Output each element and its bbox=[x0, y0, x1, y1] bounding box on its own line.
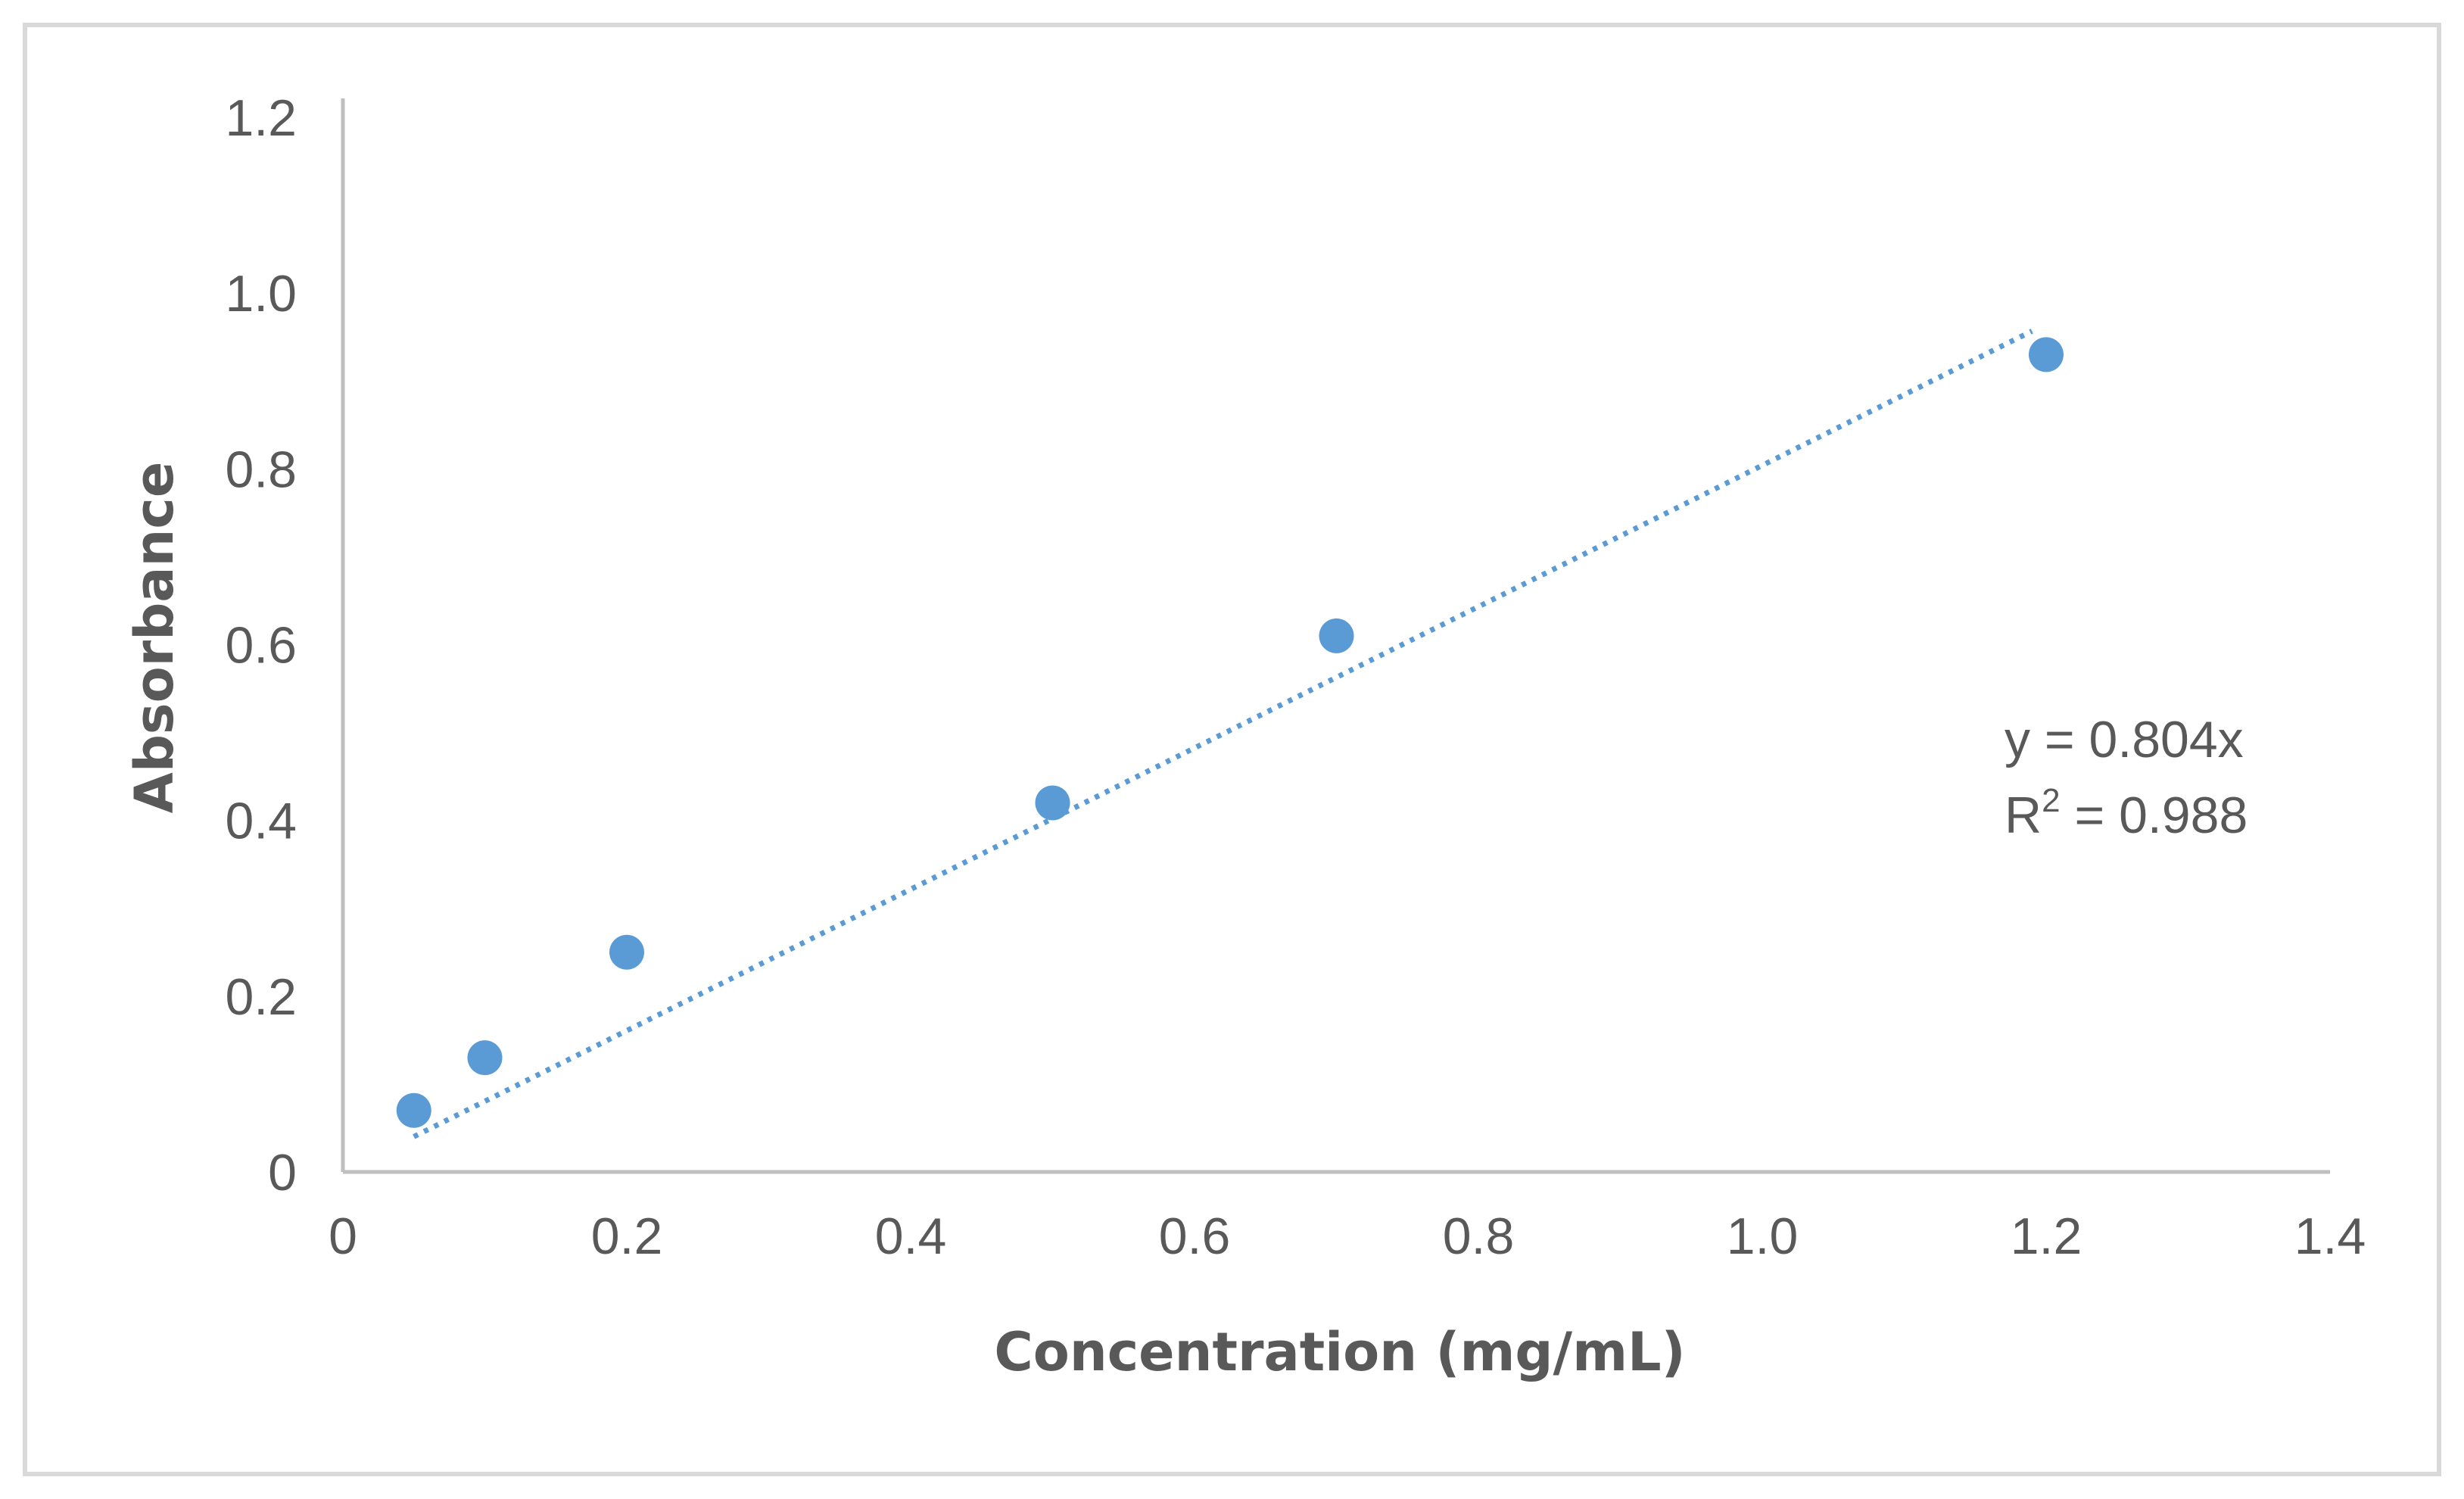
data-point bbox=[396, 1092, 431, 1128]
x-tick-label: 0.2 bbox=[591, 1208, 663, 1265]
trendline-r-squared: R2 = 0.988 bbox=[2005, 782, 2248, 844]
trendline bbox=[413, 329, 2033, 1139]
r2-value: = 0.988 bbox=[2061, 787, 2248, 844]
x-tick-label: 0.4 bbox=[875, 1208, 947, 1265]
chart-frame bbox=[23, 23, 2441, 1476]
x-tick-label: 1.2 bbox=[2011, 1208, 2082, 1265]
x-tick-label: 0.6 bbox=[1159, 1208, 1231, 1265]
y-tick-label: 0.4 bbox=[225, 793, 297, 850]
y-tick-label: 0.6 bbox=[225, 617, 297, 675]
y-tick-label: 1.0 bbox=[225, 265, 297, 323]
r2-superscript: 2 bbox=[2042, 782, 2060, 819]
data-point bbox=[1319, 618, 1354, 653]
r2-prefix: R bbox=[2005, 787, 2042, 844]
y-tick-label: 1.2 bbox=[225, 89, 297, 147]
y-tick-label: 0 bbox=[268, 1144, 297, 1201]
x-tick-label: 1.4 bbox=[2294, 1208, 2366, 1265]
x-axis-title: Concentration (mg/mL) bbox=[994, 1321, 1685, 1383]
data-point bbox=[467, 1040, 503, 1076]
x-tick-label: 0.8 bbox=[1443, 1208, 1515, 1265]
x-tick-label: 1.0 bbox=[1727, 1208, 1799, 1265]
x-tick-label: 0 bbox=[329, 1208, 357, 1265]
x-tick-labels: 0 0.2 0.4 0.6 0.8 1.0 1.2 1.4 bbox=[329, 1208, 2366, 1265]
y-tick-label: 0.2 bbox=[225, 968, 297, 1026]
y-tick-label: 0.8 bbox=[225, 441, 297, 498]
data-point bbox=[1035, 785, 1070, 821]
y-axis-title: Absorbance bbox=[123, 462, 185, 814]
data-point bbox=[609, 934, 644, 970]
data-point bbox=[2029, 337, 2064, 372]
axes bbox=[341, 98, 2330, 1174]
trendline-equation: y = 0.804x bbox=[2005, 711, 2244, 768]
data-points bbox=[396, 337, 2064, 1128]
y-tick-labels: 0 0.2 0.4 0.6 0.8 1.0 1.2 bbox=[225, 89, 297, 1201]
